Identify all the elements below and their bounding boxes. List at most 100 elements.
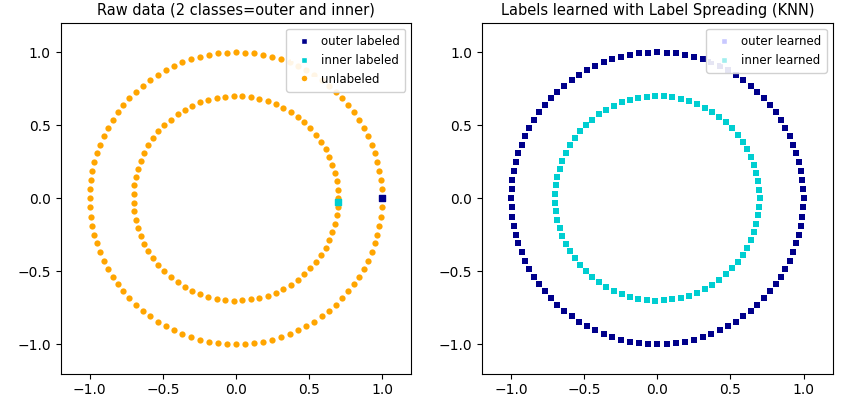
Point [83, 186, 97, 192]
Point [632, 95, 645, 101]
Point [328, 170, 342, 176]
Point [586, 274, 599, 280]
Point [551, 302, 564, 308]
Point [144, 77, 157, 83]
Point [292, 327, 305, 334]
Point [605, 334, 619, 340]
Point [353, 117, 366, 123]
Point [298, 119, 311, 126]
Point [721, 323, 734, 330]
Point [796, 186, 810, 192]
Point [786, 141, 800, 148]
Point [298, 271, 311, 278]
Point [374, 177, 388, 183]
Point [725, 125, 739, 132]
Point [678, 339, 692, 345]
Point [371, 232, 384, 238]
Point [572, 318, 586, 325]
Point [159, 323, 173, 330]
Point [690, 289, 704, 296]
Point [151, 262, 165, 268]
Point [615, 99, 629, 106]
Point [683, 98, 696, 104]
Point [136, 82, 150, 89]
Point [763, 288, 777, 295]
Point [257, 52, 270, 58]
Point [211, 340, 224, 346]
Point [666, 94, 679, 100]
Point [164, 274, 178, 280]
Point [134, 158, 148, 164]
Point [527, 273, 541, 280]
Point [753, 195, 767, 202]
Point [538, 102, 552, 108]
Point [142, 248, 156, 254]
Point [736, 252, 750, 258]
Point [101, 266, 115, 272]
Point [507, 222, 521, 229]
Point [134, 233, 148, 239]
Point [372, 168, 386, 174]
Point [128, 182, 141, 189]
Point [729, 72, 743, 78]
Point [559, 240, 573, 247]
Point [167, 327, 180, 334]
Point [167, 63, 180, 69]
Point [184, 334, 197, 340]
Point [159, 67, 173, 74]
Point [171, 279, 184, 286]
Point [794, 168, 808, 174]
Point [640, 94, 654, 100]
Point [357, 266, 371, 272]
Point [86, 168, 99, 174]
Point [97, 257, 110, 264]
Point [265, 54, 279, 60]
Point [332, 199, 345, 205]
Point [505, 186, 518, 192]
Point [607, 102, 620, 109]
Point [568, 135, 581, 141]
Point [588, 327, 602, 334]
Point [750, 220, 763, 227]
Point [230, 341, 243, 348]
Point [544, 295, 558, 302]
Point [763, 102, 777, 108]
Point [131, 225, 145, 231]
Point [326, 229, 339, 235]
Point [353, 273, 366, 280]
Point [712, 276, 726, 283]
Point [657, 297, 671, 304]
Point [623, 294, 637, 300]
Point [506, 214, 519, 220]
Point [129, 302, 143, 308]
Point [678, 52, 692, 58]
Point [357, 125, 371, 131]
Point [90, 240, 104, 247]
Point [796, 195, 810, 202]
Point [283, 59, 297, 66]
Point [564, 313, 578, 320]
Point [757, 95, 771, 102]
Point [747, 162, 761, 168]
Point [299, 67, 313, 74]
Point [291, 276, 304, 283]
Point [713, 63, 727, 69]
Point [322, 308, 336, 314]
Point [84, 214, 98, 220]
Point [505, 195, 518, 202]
Point [322, 82, 336, 89]
Point [331, 204, 344, 210]
Point [88, 232, 101, 238]
Point [731, 259, 745, 265]
Point [597, 331, 610, 337]
Point [375, 186, 388, 192]
Point [131, 166, 145, 172]
Point [769, 281, 783, 287]
Point [128, 208, 141, 214]
Point [615, 54, 628, 60]
Point [348, 281, 361, 287]
Point [283, 331, 297, 337]
Point [607, 288, 620, 294]
Point [642, 341, 655, 347]
Point [774, 273, 788, 280]
